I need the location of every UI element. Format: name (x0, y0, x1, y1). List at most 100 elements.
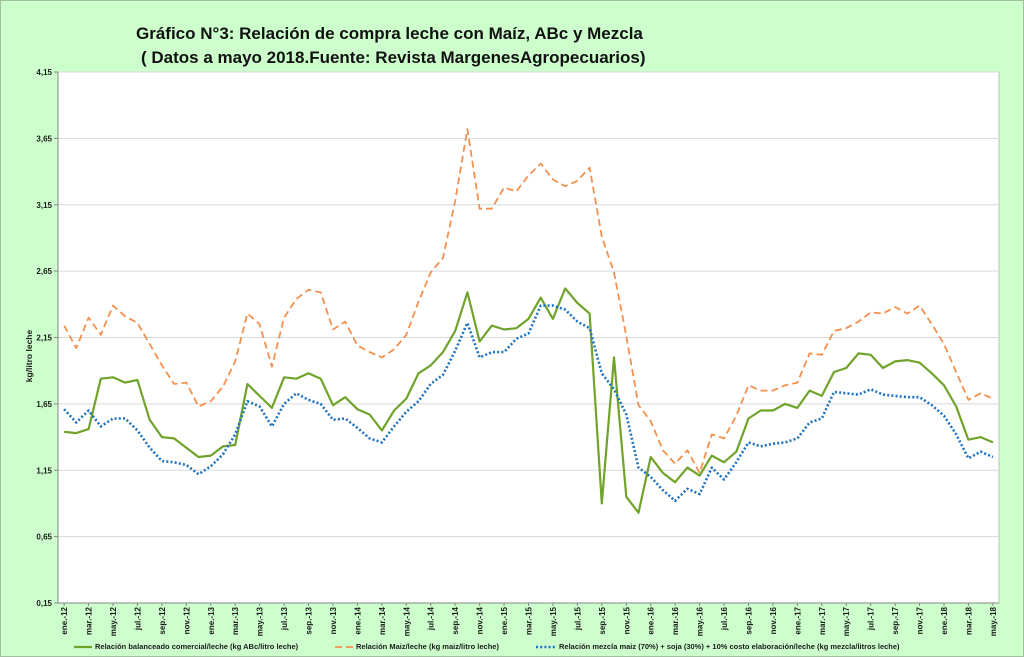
y-tick-label: 1,15 (36, 466, 52, 475)
data-point (319, 377, 322, 380)
data-point (393, 425, 396, 428)
data-point (955, 433, 958, 436)
data-point (87, 409, 90, 412)
data-point (319, 402, 322, 405)
data-point (99, 377, 102, 380)
data-point (124, 417, 127, 420)
data-point (808, 389, 811, 392)
legend-label: Relación balanceado comercial/leche (kg … (95, 642, 299, 651)
data-point (869, 388, 872, 391)
x-tick-label: mar.-18 (964, 606, 973, 635)
data-point (503, 186, 506, 189)
data-point (87, 316, 90, 319)
data-point (796, 381, 799, 384)
data-point (356, 426, 359, 429)
data-point (393, 348, 396, 351)
data-point (417, 400, 420, 403)
data-point (649, 420, 652, 423)
x-tick-label: ene.-16 (647, 606, 656, 634)
y-tick-label: 1,65 (36, 400, 52, 409)
data-point (503, 328, 506, 331)
data-point (588, 312, 591, 315)
data-point (955, 405, 958, 408)
data-point (124, 315, 127, 318)
data-point (771, 442, 774, 445)
data-point (625, 495, 628, 498)
data-point (551, 317, 554, 320)
data-point (564, 287, 567, 290)
x-tick-label: may.-14 (402, 606, 411, 636)
data-point (735, 461, 738, 464)
data-point (209, 400, 212, 403)
data-point (173, 461, 176, 464)
chart-title: Gráfico N°3: Relación de compra leche co… (136, 24, 643, 43)
data-point (136, 429, 139, 432)
data-point (881, 393, 884, 396)
x-tick-label: sep.-12 (158, 606, 167, 634)
data-point (674, 462, 677, 465)
legend-swatch (536, 645, 556, 649)
data-point (148, 446, 151, 449)
data-point (417, 300, 420, 303)
data-point (527, 332, 530, 335)
data-point (454, 199, 457, 202)
data-point (625, 413, 628, 416)
x-tick-label: mar.-12 (85, 606, 94, 635)
x-tick-label: ene.-15 (500, 606, 509, 634)
data-point (307, 372, 310, 375)
data-point (759, 389, 762, 392)
data-point (845, 367, 848, 370)
data-point (197, 473, 200, 476)
data-point (283, 376, 286, 379)
data-point (759, 445, 762, 448)
data-point (600, 502, 603, 505)
data-point (869, 353, 872, 356)
data-point (747, 384, 750, 387)
data-point (735, 450, 738, 453)
data-point (576, 302, 579, 305)
data-point (344, 320, 347, 323)
data-point (588, 166, 591, 169)
data-point (576, 179, 579, 182)
legend-label: Relación mezcla maiz (70%) + soja (30%) … (559, 642, 900, 651)
data-point (283, 316, 286, 319)
data-point (820, 353, 823, 356)
data-point (881, 367, 884, 370)
data-point (490, 351, 493, 354)
x-tick-label: nov.-15 (622, 606, 631, 634)
data-point (112, 376, 115, 379)
y-tick-label: 3,15 (36, 201, 52, 210)
data-point (723, 437, 726, 440)
data-point (344, 417, 347, 420)
x-tick-label: mar.-13 (231, 606, 240, 635)
series-3 (63, 304, 994, 503)
data-point (160, 460, 163, 463)
y-tick-label: 4,15 (36, 68, 52, 77)
data-point (943, 414, 946, 417)
legend-swatch (335, 646, 353, 648)
data-point (857, 393, 860, 396)
data-point (466, 291, 469, 294)
data-point (613, 271, 616, 274)
data-point (75, 347, 78, 350)
data-point (747, 417, 750, 420)
data-point (894, 360, 897, 363)
data-point (442, 256, 445, 259)
data-point (368, 351, 371, 354)
data-point (209, 454, 212, 457)
x-tick-label: ene.-12 (60, 606, 69, 634)
x-tick-label: sep.-13 (305, 606, 314, 634)
x-tick-label: may.-15 (549, 606, 558, 636)
data-point (539, 304, 542, 307)
x-tick-label: ene.-13 (207, 606, 216, 634)
data-point (112, 417, 115, 420)
data-point (270, 425, 273, 428)
data-point (564, 308, 567, 311)
data-point (661, 449, 664, 452)
series-layer (63, 128, 994, 514)
data-point (845, 392, 848, 395)
data-point (515, 190, 518, 193)
data-point (906, 312, 909, 315)
data-point (857, 352, 860, 355)
data-point (99, 333, 102, 336)
